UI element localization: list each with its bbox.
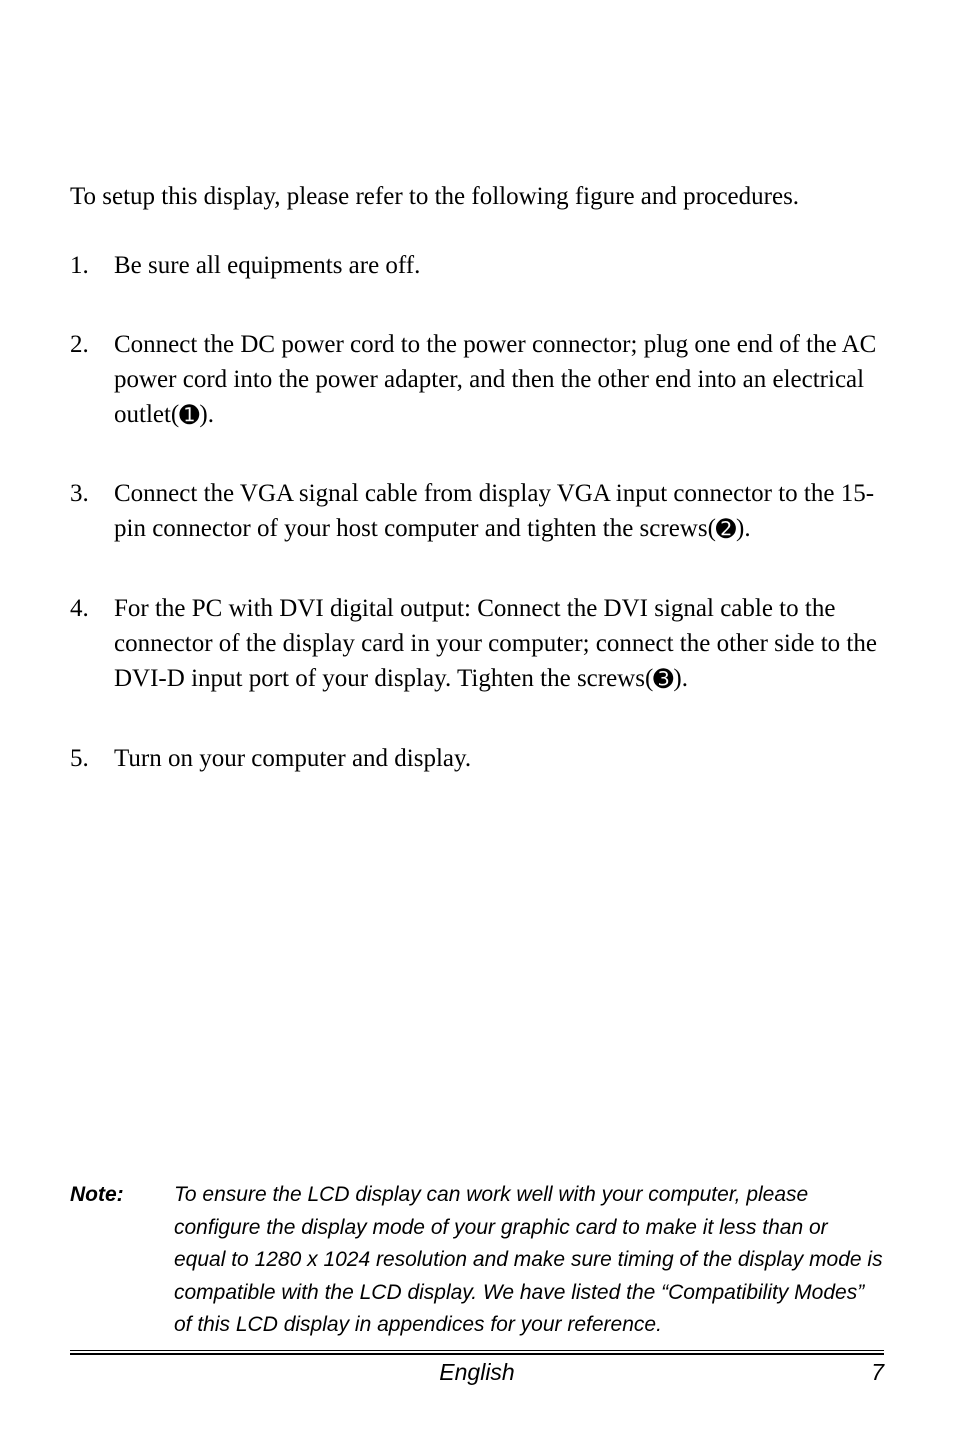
footer-language: English [130,1359,824,1386]
intro-paragraph: To setup this display, please refer to t… [70,180,884,214]
note-block: Note: To ensure the LCD display can work… [70,1179,884,1386]
step-text-part: Connect the DC power cord to the power c… [114,331,876,428]
step-item: 3. Connect the VGA signal cable from dis… [70,476,884,547]
step-number: 2. [70,327,114,433]
step-item: 1. Be sure all equipments are off. [70,248,884,283]
note-text: To ensure the LCD display can work well … [174,1179,884,1342]
step-text-part: For the PC with DVI digital output: Conn… [114,595,877,692]
step-text-part: ). [673,665,688,692]
footer-page-number: 7 [824,1359,884,1386]
step-text: For the PC with DVI digital output: Conn… [114,591,884,697]
note-row: Note: To ensure the LCD display can work… [70,1179,884,1348]
step-text: Connect the VGA signal cable from displa… [114,476,884,547]
note-label: Note: [70,1179,174,1342]
page: To setup this display, please refer to t… [0,0,954,1430]
circled-number-icon: ➊ [179,402,199,429]
divider-thin [70,1350,884,1351]
step-text-part: Connect the VGA signal cable from displa… [114,480,874,542]
step-text: Be sure all equipments are off. [114,248,884,283]
step-number: 3. [70,476,114,547]
step-number: 5. [70,741,114,776]
footer: English 7 [70,1355,884,1386]
circled-number-icon: ➌ [653,666,673,693]
step-item: 4. For the PC with DVI digital output: C… [70,591,884,697]
circled-number-icon: ➋ [716,516,736,543]
step-item: 2. Connect the DC power cord to the powe… [70,327,884,433]
step-text: Turn on your computer and display. [114,741,884,776]
step-item: 5. Turn on your computer and display. [70,741,884,776]
step-text-part: ). [736,515,751,542]
step-text: Connect the DC power cord to the power c… [114,327,884,433]
step-text-part: ). [199,401,214,428]
steps-list: 1. Be sure all equipments are off. 2. Co… [70,248,884,776]
step-number: 4. [70,591,114,697]
step-number: 1. [70,248,114,283]
